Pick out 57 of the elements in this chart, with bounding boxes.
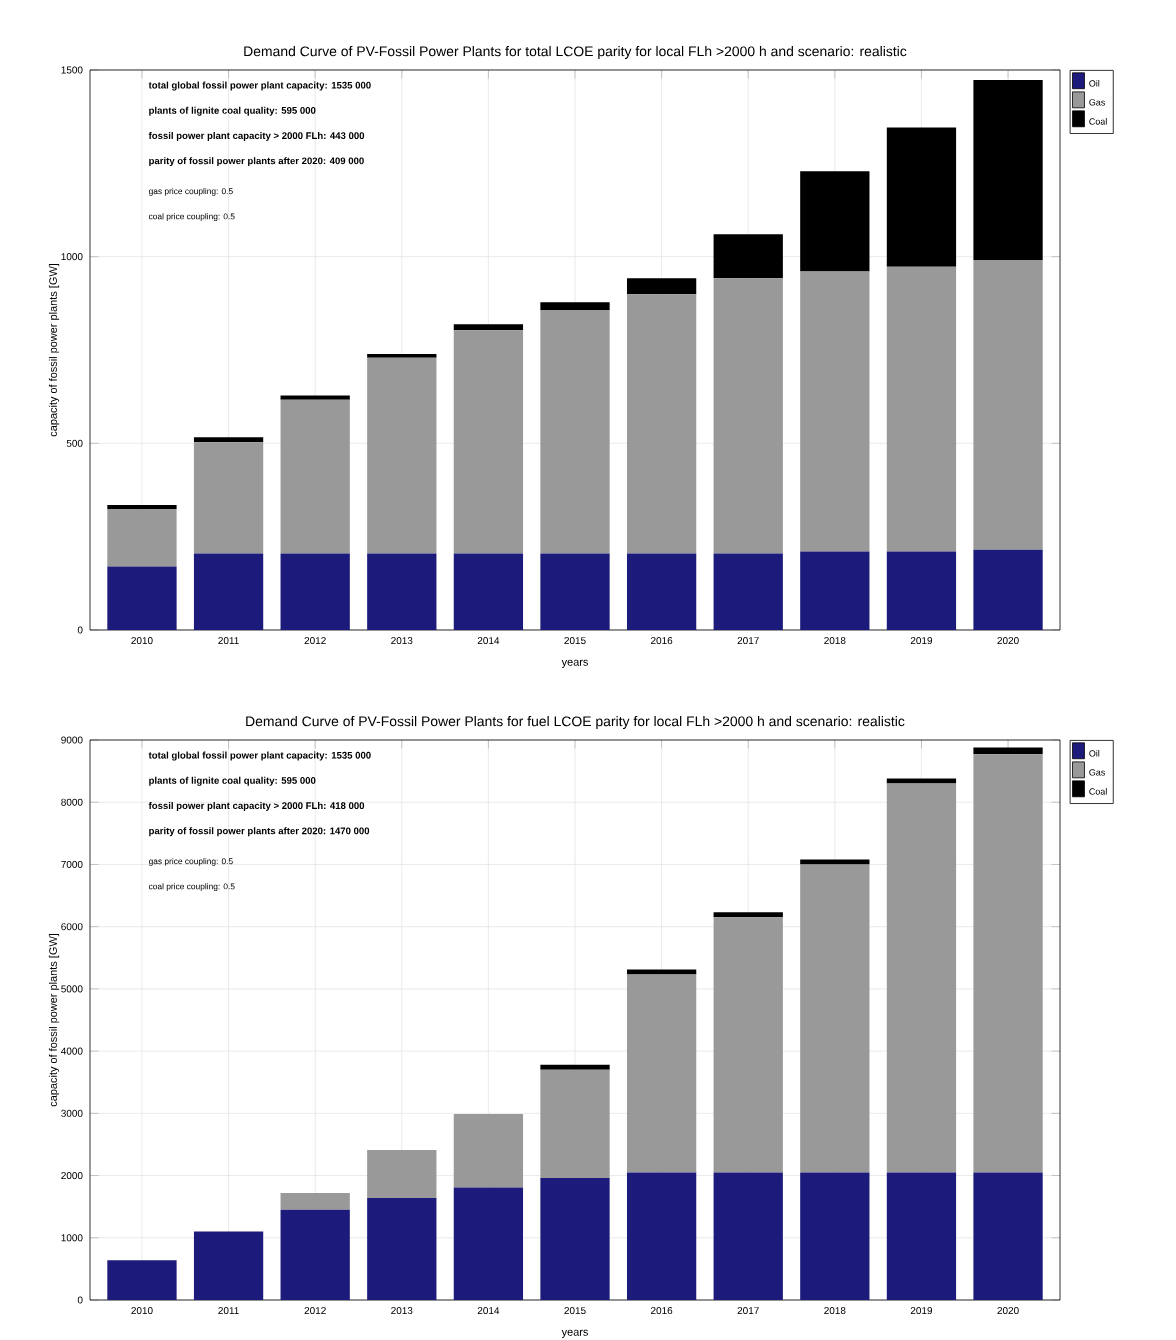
bar [800, 171, 870, 272]
bar [973, 549, 1043, 630]
bar [453, 1187, 524, 1300]
bar [107, 566, 177, 630]
bar [800, 271, 870, 552]
bar [886, 127, 957, 267]
bar [800, 551, 870, 630]
bar [626, 278, 697, 295]
bar [800, 864, 870, 1173]
bar [540, 310, 610, 554]
bar [626, 974, 697, 1173]
bar [540, 1064, 610, 1070]
bar [713, 1172, 783, 1300]
bar [107, 504, 177, 510]
bar [626, 553, 697, 630]
bar [540, 1178, 610, 1300]
bar [453, 1113, 524, 1188]
bar [973, 1172, 1043, 1300]
bar [540, 1069, 610, 1179]
bar [280, 553, 350, 630]
bar [367, 1150, 437, 1198]
bar [193, 437, 264, 443]
bar [193, 442, 264, 554]
bar [193, 1231, 264, 1300]
bar [800, 859, 870, 865]
bar [626, 294, 697, 554]
bar [453, 553, 524, 630]
bar [973, 80, 1043, 261]
bar [107, 1260, 177, 1300]
bar [626, 1172, 697, 1300]
bar [886, 1172, 957, 1300]
bar [973, 754, 1043, 1173]
bar [713, 234, 783, 279]
bar [280, 1192, 350, 1210]
bar [713, 917, 783, 1173]
bar [626, 969, 697, 975]
bar [367, 553, 437, 630]
bar [280, 1209, 350, 1300]
bar [107, 509, 177, 567]
bar [713, 278, 783, 554]
bar [713, 912, 783, 918]
bar [280, 399, 350, 554]
bar [973, 747, 1043, 755]
bar [540, 302, 610, 311]
bar [800, 1172, 870, 1300]
bar [886, 266, 957, 552]
bar [886, 778, 957, 784]
bar [713, 553, 783, 630]
bar [540, 553, 610, 630]
bar [453, 324, 524, 331]
bar [367, 357, 437, 554]
bar [193, 553, 264, 630]
bar [886, 783, 957, 1173]
bar [973, 260, 1043, 550]
bar [886, 551, 957, 630]
bar [453, 330, 524, 554]
bar [367, 1197, 437, 1300]
